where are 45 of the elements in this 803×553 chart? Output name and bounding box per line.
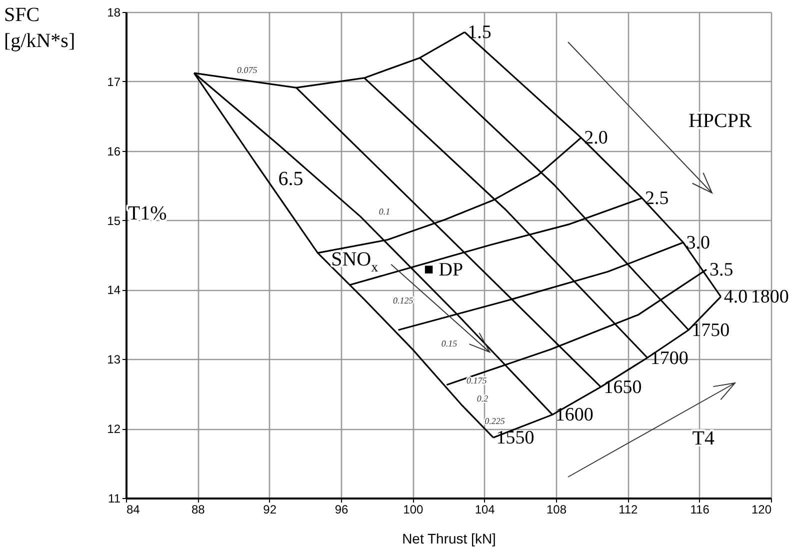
- series-label: 4.0: [724, 286, 748, 308]
- series-label: DP: [438, 260, 464, 281]
- series-label: 1.5: [468, 22, 492, 44]
- annotation: SNO$_{x}$: [331, 248, 378, 276]
- y-tick-label: 16: [107, 144, 121, 158]
- x-tick-label: 116: [690, 502, 710, 516]
- annotation: T4: [692, 427, 715, 450]
- annotation: 0.225: [484, 416, 506, 426]
- y-axis-title: SFC [g/kN*s]: [4, 4, 76, 52]
- series-label: 3.5: [710, 260, 734, 281]
- y-tick-label: 11: [108, 492, 121, 506]
- x-axis-title: Net Thrust [kN]: [402, 530, 496, 546]
- x-tick-label: 108: [546, 502, 567, 516]
- x-tick-label: 88: [191, 502, 206, 516]
- y-tick-label: 14: [107, 283, 121, 298]
- annotation: 0.2: [476, 393, 489, 404]
- annotation: 0.1: [378, 206, 390, 217]
- series-label: 2.5: [645, 188, 669, 210]
- x-tick-label: 100: [403, 502, 424, 516]
- series-label: 1550: [496, 428, 534, 449]
- series-label: 1600: [555, 404, 594, 426]
- x-tick-label: 84: [126, 502, 140, 516]
- annotation: 0.075: [236, 64, 258, 75]
- series-label: 2.0: [584, 128, 608, 149]
- y-tick-label: 15: [107, 214, 121, 228]
- series-label: 3.0: [686, 232, 710, 254]
- series-label: 1700: [650, 348, 688, 369]
- y-tick-label: 13: [107, 352, 121, 367]
- annotation: HPCPR: [688, 109, 752, 132]
- series-label: 1650: [604, 376, 642, 398]
- annotation: 0.175: [466, 375, 488, 386]
- annotation: T1%: [128, 202, 167, 224]
- series-label: 1750: [692, 320, 730, 341]
- x-tick-label: 112: [618, 502, 638, 516]
- annotation: 0.15: [441, 338, 458, 348]
- series-label: 1800: [750, 286, 789, 308]
- x-tick-label: 96: [334, 502, 348, 516]
- x-tick-label: 92: [263, 502, 277, 516]
- annotation: 0.125: [393, 296, 414, 306]
- x-tick-label: 120: [751, 502, 772, 516]
- annotation: 6.5: [278, 168, 304, 190]
- x-tick-label: 104: [474, 502, 496, 516]
- y-tick-label: 17: [107, 74, 121, 89]
- y-tick-label: 12: [107, 422, 121, 436]
- y-tick-label: 18: [107, 6, 121, 20]
